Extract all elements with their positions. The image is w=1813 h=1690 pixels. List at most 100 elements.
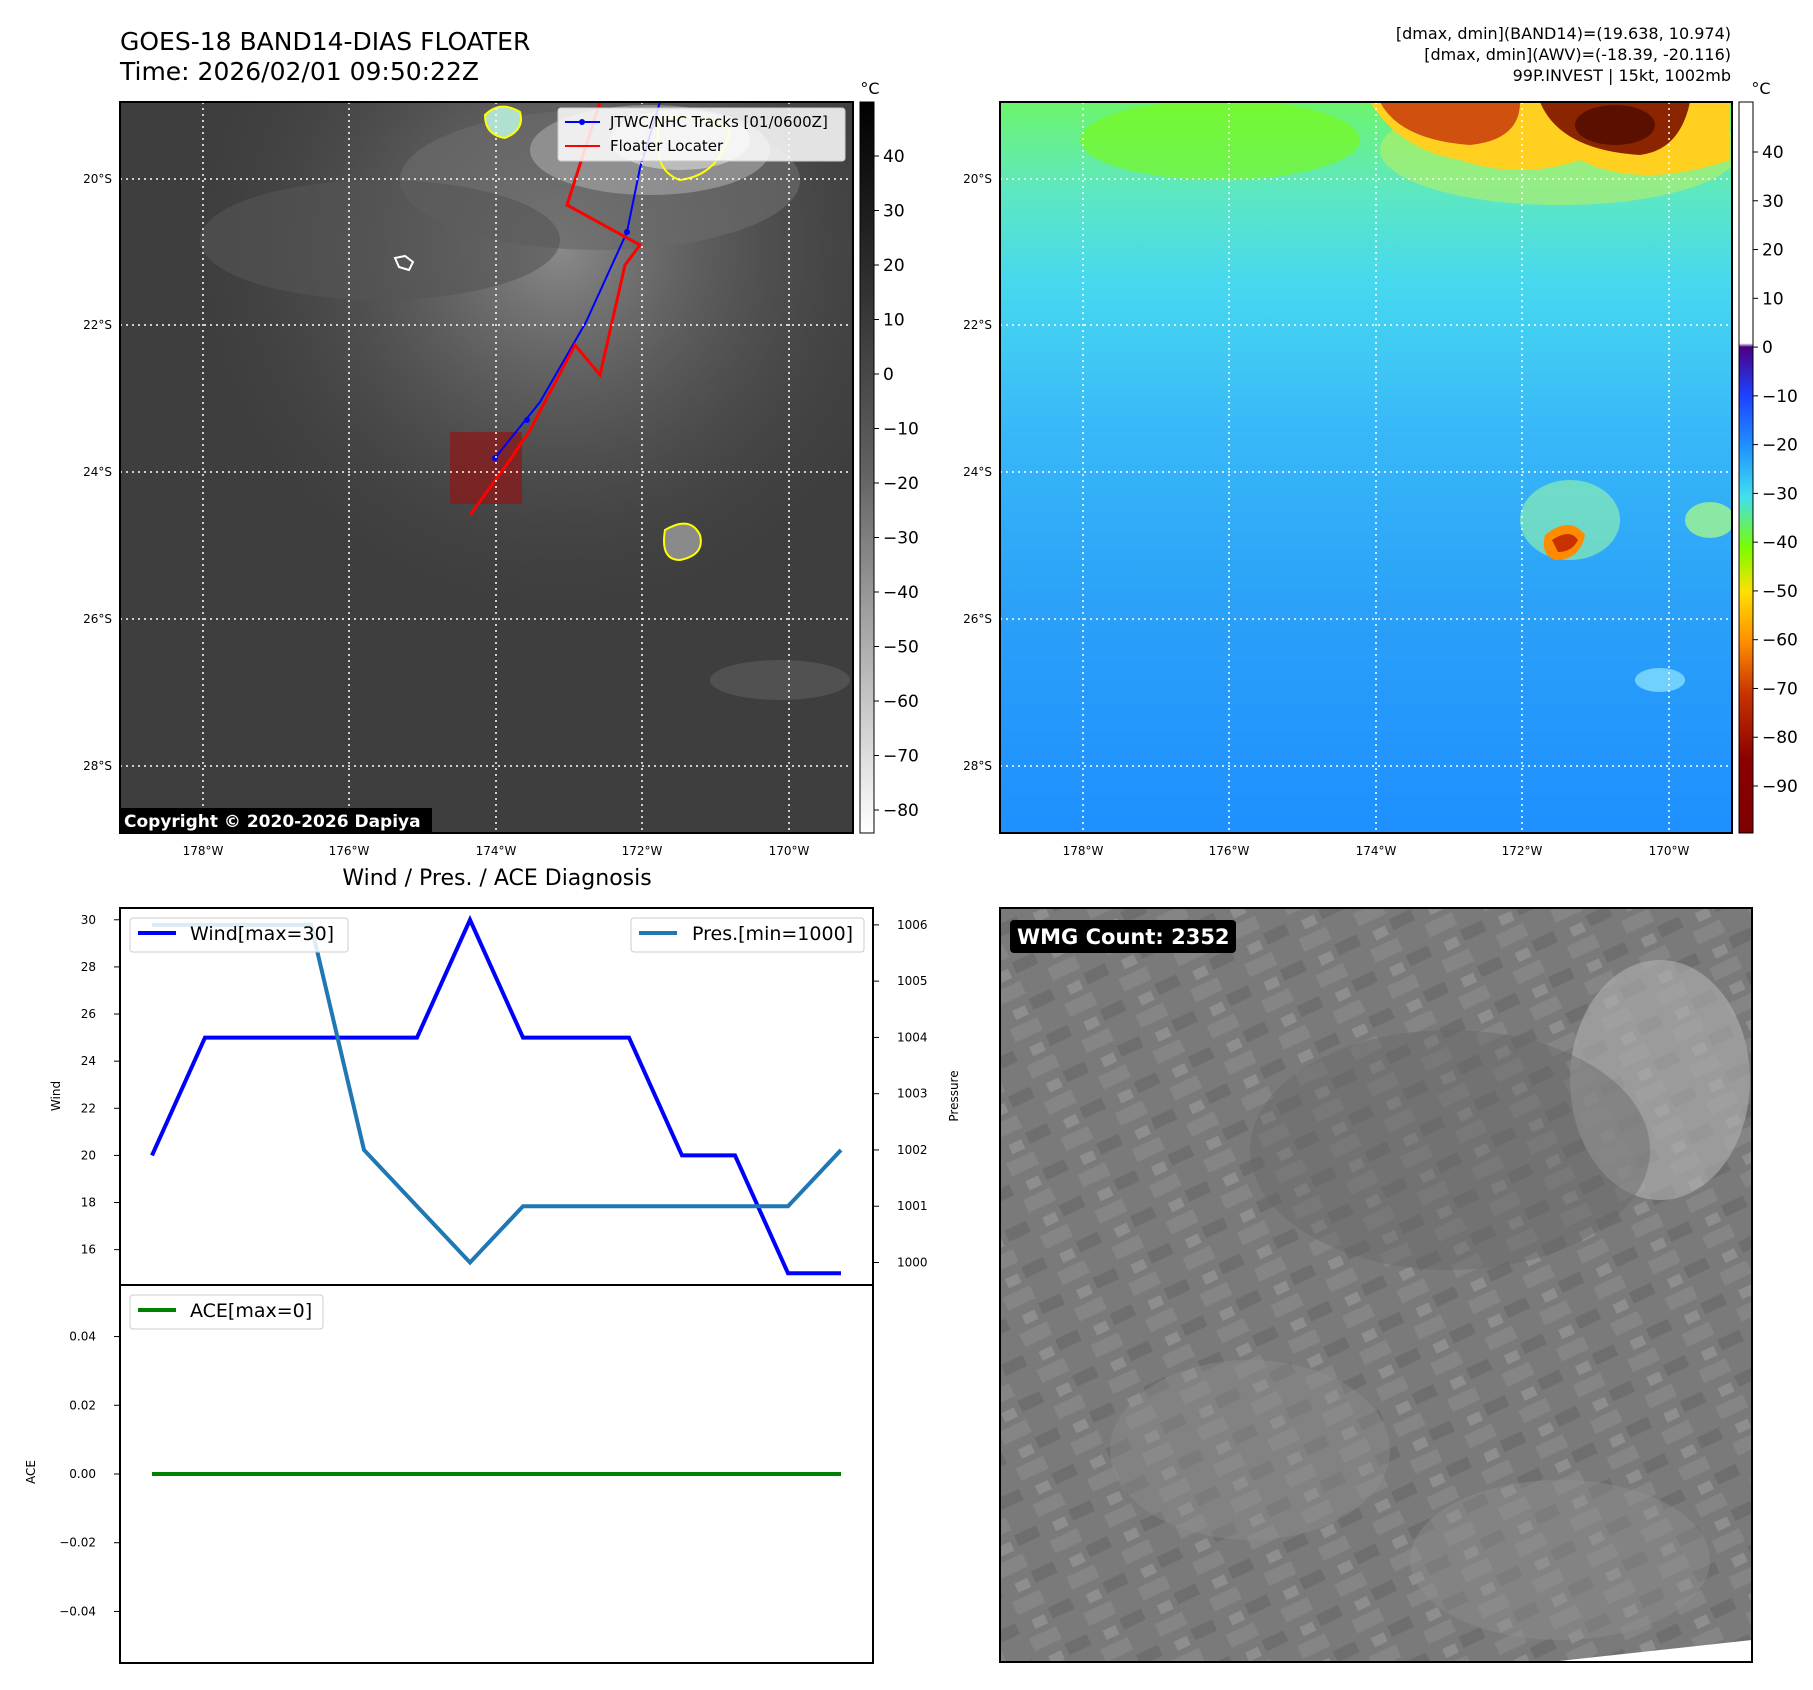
- ace-tick-label: 0.00: [69, 1467, 96, 1481]
- pressure-legend: Pres.[min=1000]: [630, 917, 865, 953]
- wv-background: [1000, 102, 1732, 833]
- colorbar-tick-label: −50: [883, 638, 919, 658]
- lon-label: 178°W: [183, 844, 224, 858]
- lat-label: 20°S: [963, 172, 992, 186]
- ir-colorbar-unit: °C: [860, 79, 879, 98]
- lat-label: 28°S: [83, 759, 112, 773]
- copyright-box: [120, 808, 432, 833]
- ace-chart: 0.04 0.02 0.00 −0.02 −0.04 ACE ACE[max=0]: [24, 1284, 874, 1664]
- lon-label: 176°W: [329, 844, 370, 858]
- ir-lon-labels: 178°W 176°W 174°W 172°W 170°W: [183, 844, 810, 858]
- lon-label: 174°W: [476, 844, 517, 858]
- ir-map-panel: JTWC/NHC Tracks [01/0600Z] Floater Locat…: [83, 79, 919, 858]
- wv-lon-labels: 178°W 176°W 174°W 172°W 170°W: [1063, 844, 1690, 858]
- colorbar-tick-label: −40: [1762, 533, 1798, 553]
- wind-tick-label: 26: [81, 1007, 96, 1021]
- wind-line: [150, 914, 841, 1276]
- pressure-tick-label: 1000: [897, 1255, 928, 1269]
- ace-y-ticks: 0.04 0.02 0.00 −0.02 −0.04: [59, 1330, 120, 1618]
- wv-colorbar: [1738, 101, 1754, 834]
- wind-axes-frame: [119, 907, 874, 1286]
- colorbar-tick-label: −60: [883, 692, 919, 712]
- ir-convective-cell: [663, 522, 702, 562]
- ir-frame: [119, 101, 854, 834]
- colorbar-tick-label: 30: [1762, 192, 1784, 212]
- colorbar-tick-label: −20: [883, 474, 919, 494]
- wv-colorbar-unit: °C: [1751, 79, 1770, 98]
- ace-tick-label: −0.04: [59, 1604, 96, 1618]
- colorbar-tick-label: −30: [883, 529, 919, 549]
- colorbar-tick-label: 40: [883, 147, 905, 167]
- pressure-tick-label: 1001: [897, 1199, 928, 1213]
- lon-label: 170°W: [769, 844, 810, 858]
- timestamp: Time: 2026/02/01 09:50:22Z: [119, 57, 479, 86]
- wmg-panel: WMG Count: 2352: [999, 907, 1753, 1663]
- info-storm: 99P.INVEST | 15kt, 1002mb: [1513, 66, 1731, 85]
- wind-axis-label: Wind: [49, 1081, 63, 1111]
- pressure-tick-label: 1004: [897, 1030, 928, 1044]
- lat-label: 22°S: [83, 318, 112, 332]
- wv-lat-labels: 20°S 22°S 24°S 26°S 28°S: [963, 172, 992, 773]
- colorbar-tick-label: 20: [883, 256, 905, 276]
- wmg-count: WMG Count: 2352: [1017, 925, 1230, 949]
- pressure-legend-label: Pres.[min=1000]: [692, 923, 853, 945]
- figure-title: GOES-18 BAND14-DIAS FLOATER: [120, 27, 530, 56]
- lat-label: 24°S: [83, 465, 112, 479]
- diagnosis-title: Wind / Pres. / ACE Diagnosis: [342, 866, 651, 891]
- wind-legend: Wind[max=30]: [129, 917, 349, 953]
- wind-tick-label: 22: [81, 1101, 96, 1115]
- colorbar-tick-label: −80: [1762, 728, 1798, 748]
- floater-locater-track: [468, 102, 643, 516]
- wind-tick-label: 28: [81, 960, 96, 974]
- wmg-frame: [999, 907, 1753, 1663]
- wind-tick-label: 24: [81, 1054, 96, 1068]
- copyright-text: Copyright © 2020-2026 Dapiya: [124, 812, 421, 832]
- ir-lat-labels: 20°S 22°S 24°S 26°S 28°S: [83, 172, 112, 773]
- colorbar-tick-label: −10: [1762, 387, 1798, 407]
- colorbar-tick-label: −20: [1762, 436, 1798, 456]
- lat-label: 20°S: [83, 172, 112, 186]
- lon-label: 176°W: [1209, 844, 1250, 858]
- map-legend: JTWC/NHC Tracks [01/0600Z] Floater Locat…: [557, 107, 846, 162]
- wind-tick-label: 16: [81, 1243, 96, 1257]
- colorbar-tick-label: 10: [1762, 289, 1784, 309]
- pressure-tick-label: 1006: [897, 918, 928, 932]
- ace-tick-label: −0.02: [59, 1536, 96, 1550]
- wind-series: [150, 914, 841, 1276]
- colorbar-tick-label: −50: [1762, 582, 1798, 602]
- wind-tick-label: 20: [81, 1148, 96, 1162]
- pressure-tick-label: 1002: [897, 1143, 928, 1157]
- wmg-count-box: [1010, 920, 1236, 953]
- lon-label: 172°W: [1502, 844, 1543, 858]
- colorbar-tick-label: −10: [883, 420, 919, 440]
- colorbar-tick-label: −60: [1762, 631, 1798, 651]
- pressure-tick-label: 1003: [897, 1087, 928, 1101]
- wind-tick-label: 30: [81, 913, 96, 927]
- colorbar-tick-label: 40: [1762, 143, 1784, 163]
- lat-label: 28°S: [963, 759, 992, 773]
- lat-label: 26°S: [963, 612, 992, 626]
- lon-label: 178°W: [1063, 844, 1104, 858]
- wind-legend-label: Wind[max=30]: [190, 923, 334, 945]
- info-awv: [dmax, dmin](AWV)=(-18.39, -20.116): [1424, 45, 1731, 64]
- lon-label: 170°W: [1649, 844, 1690, 858]
- ir-colorbar-ticks: 40 30 20 10 0 −10 −20 −30 −40 −50 −60 −70 −80: [874, 147, 919, 821]
- colorbar-tick-label: −90: [1762, 777, 1798, 797]
- info-band14: [dmax, dmin](BAND14)=(19.638, 10.974): [1396, 24, 1731, 43]
- colorbar-tick-label: −70: [1762, 679, 1798, 699]
- ace-tick-label: 0.04: [69, 1330, 96, 1344]
- pressure-axis-label: Pressure: [947, 1070, 961, 1121]
- colorbar-tick-label: −70: [883, 747, 919, 767]
- colorbar-tick-label: −30: [1762, 484, 1798, 504]
- colorbar-tick-label: −40: [883, 583, 919, 603]
- lat-label: 24°S: [963, 465, 992, 479]
- wv-colorbar-ticks: 40 30 20 10 0 −10 −20 −30 −40 −50 −60 −70 −80 −90: [1753, 143, 1798, 797]
- ir-colorbar: [859, 101, 875, 834]
- pressure-tick-label: 1005: [897, 974, 928, 988]
- colorbar-tick-label: 0: [1762, 338, 1773, 358]
- wind-y-ticks: 16 18 20 22 24 26 28 30: [81, 913, 120, 1257]
- wv-gridlines: [1000, 102, 1732, 833]
- lon-label: 172°W: [622, 844, 663, 858]
- colorbar-tick-label: −80: [883, 801, 919, 821]
